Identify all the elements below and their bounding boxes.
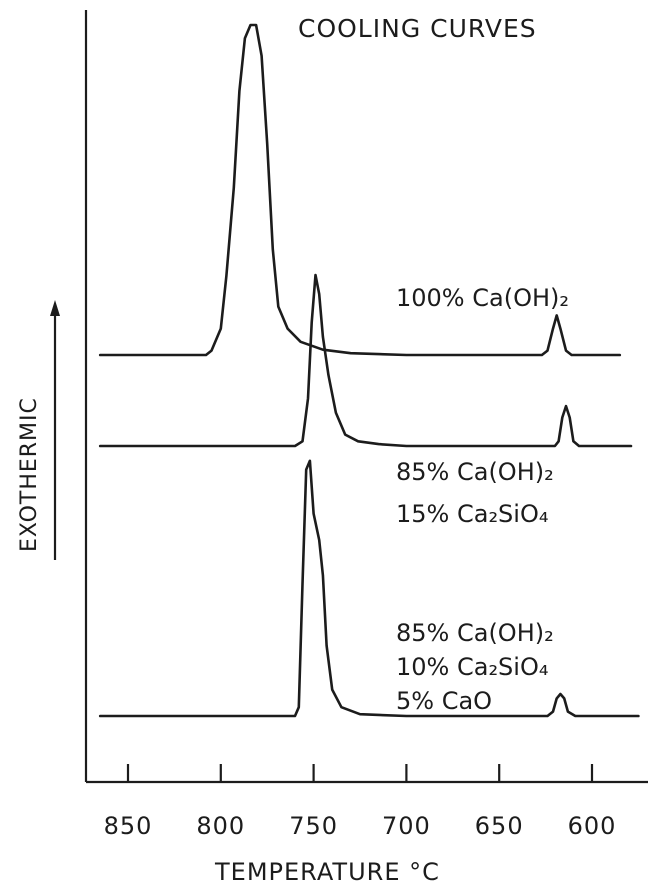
- x-tick-label: 650: [475, 812, 524, 840]
- x-tick-label: 700: [382, 812, 431, 840]
- series-label-3-line-3: 5% CaO: [396, 687, 492, 715]
- cooling-curve-3: [98, 459, 640, 718]
- x-tick-label: 800: [196, 812, 245, 840]
- x-axis-ticks: [126, 764, 594, 782]
- series-label-3-line-1: 85% Ca(OH)₂: [396, 619, 554, 647]
- series-label-2-line-2: 15% Ca₂SiO₄: [396, 500, 548, 528]
- exothermic-arrow: [50, 300, 60, 560]
- cooling-curve-2: [98, 273, 633, 448]
- x-axis-tick-labels: 850 800 750 700 650 600: [104, 812, 617, 840]
- x-tick-label: 600: [568, 812, 617, 840]
- series-label-1-line-1: 100% Ca(OH)₂: [396, 284, 569, 312]
- x-tick-label: 750: [289, 812, 338, 840]
- x-tick-label: 850: [104, 812, 153, 840]
- cooling-curve-1: [98, 23, 622, 357]
- chart-title: COOLING CURVES: [298, 14, 537, 43]
- y-axis-label: EXOTHERMIC: [17, 397, 42, 552]
- curves: [98, 23, 640, 718]
- series-label-3-line-2: 10% Ca₂SiO₄: [396, 653, 548, 681]
- series-label-2-line-1: 85% Ca(OH)₂: [396, 458, 554, 486]
- series-labels: 100% Ca(OH)₂ 85% Ca(OH)₂ 15% Ca₂SiO₄ 85% Ca…: [396, 284, 569, 715]
- x-axis-label: TEMPERATURE °C: [214, 858, 440, 886]
